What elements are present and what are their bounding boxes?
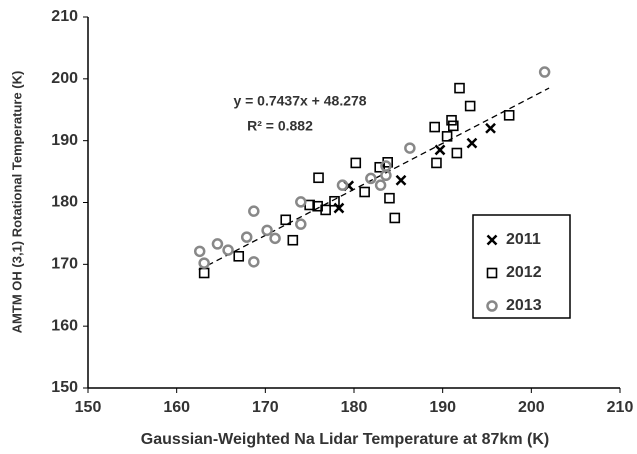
point xyxy=(295,218,307,230)
point xyxy=(431,157,442,169)
x-tick-label: 150 xyxy=(75,399,102,416)
point xyxy=(295,196,307,208)
point xyxy=(350,157,362,169)
point xyxy=(434,144,446,156)
point xyxy=(441,131,453,142)
x-tick-label: 170 xyxy=(252,399,279,416)
legend-marker xyxy=(486,234,498,246)
point xyxy=(313,172,324,184)
y-tick-label: 200 xyxy=(51,70,78,87)
point xyxy=(365,172,377,185)
point xyxy=(320,204,331,216)
point xyxy=(248,256,260,268)
point xyxy=(538,66,551,78)
point xyxy=(329,195,340,207)
x-tick-label: 160 xyxy=(163,399,190,416)
point xyxy=(429,121,440,133)
point xyxy=(280,214,292,226)
y-tick-label: 180 xyxy=(51,194,78,211)
point xyxy=(287,234,299,246)
point xyxy=(198,267,210,279)
y-tick-label: 150 xyxy=(51,379,78,396)
point xyxy=(261,224,273,237)
point xyxy=(503,110,515,121)
point xyxy=(240,231,253,243)
y-tick-label: 190 xyxy=(51,132,78,149)
point xyxy=(446,114,457,126)
point xyxy=(374,179,387,191)
y-tick-label: 170 xyxy=(51,256,78,273)
y-tick-label: 210 xyxy=(51,8,78,25)
point xyxy=(384,192,395,204)
point xyxy=(485,122,496,134)
r-squared: R² = 0.882 xyxy=(247,118,313,134)
point xyxy=(395,174,407,186)
equation: y = 0.7437x + 48.278 xyxy=(233,93,366,109)
point xyxy=(233,250,245,262)
x-tick-label: 180 xyxy=(341,399,368,416)
x-tick-label: 200 xyxy=(518,399,545,416)
point xyxy=(466,137,478,149)
legend-label: 2012 xyxy=(506,264,542,281)
legend-marker xyxy=(486,267,498,279)
point xyxy=(269,232,281,245)
legend-label: 2011 xyxy=(506,231,541,248)
point xyxy=(380,169,392,182)
point xyxy=(454,82,465,94)
point xyxy=(451,147,463,159)
legend-marker xyxy=(486,300,498,312)
point xyxy=(198,257,210,269)
x-axis-label: Gaussian-Weighted Na Lidar Temperature a… xyxy=(141,431,549,448)
point xyxy=(222,244,234,256)
legend-label: 2013 xyxy=(506,297,542,314)
point xyxy=(336,179,349,191)
point xyxy=(193,245,206,258)
point xyxy=(404,142,416,154)
legend-box xyxy=(472,214,571,319)
point xyxy=(359,186,370,198)
y-axis-label: AMTM OH (3,1) Rotational Temperature (K) xyxy=(9,71,24,334)
point xyxy=(389,212,401,224)
x-tick-label: 210 xyxy=(607,399,634,416)
point xyxy=(248,205,260,217)
point xyxy=(464,100,476,112)
trendline xyxy=(198,87,550,271)
x-tick-label: 190 xyxy=(429,399,456,416)
y-tick-label: 160 xyxy=(51,317,78,334)
point xyxy=(448,120,459,132)
point xyxy=(211,238,224,250)
